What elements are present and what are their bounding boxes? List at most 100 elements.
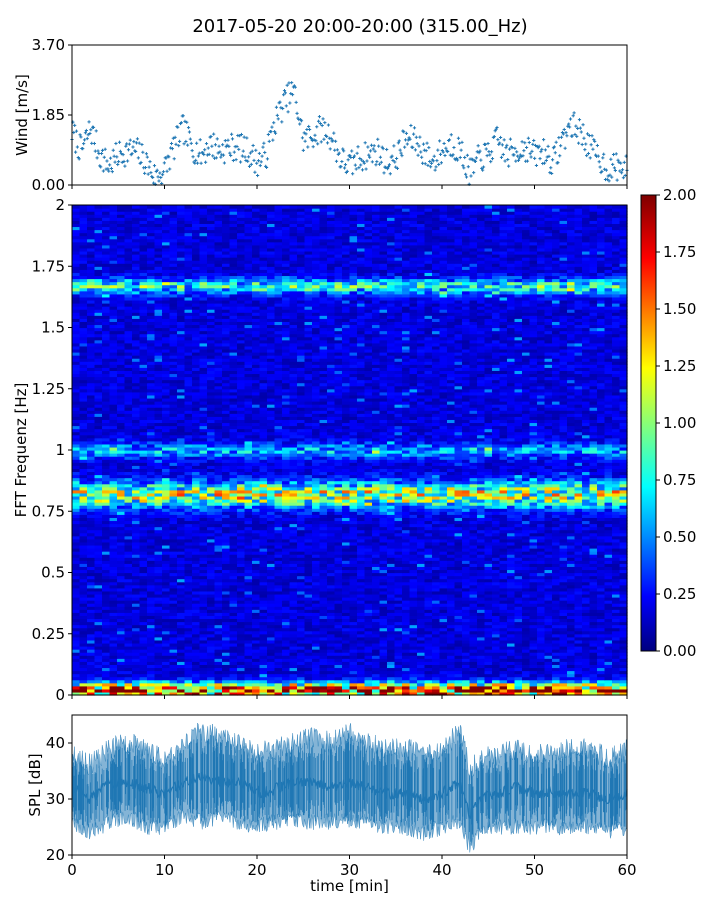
wind-point (501, 152, 505, 157)
spectrogram-cell (252, 664, 261, 669)
spectrogram-cell (507, 627, 516, 632)
spectrogram-cell (424, 655, 433, 659)
spectrogram-cell (132, 642, 141, 647)
spectrogram-cell (522, 676, 531, 681)
spectrogram-cell (582, 688, 591, 693)
wind-point (333, 148, 337, 152)
wind-point (595, 143, 600, 148)
spectrogram-cell (484, 624, 493, 629)
wind-point (428, 159, 432, 164)
spectrogram-cell (522, 688, 531, 693)
spectrogram-cell (342, 639, 351, 644)
spectrogram-cell (604, 673, 613, 678)
spectrogram-cell (447, 649, 456, 653)
spectrogram-cell (589, 691, 598, 696)
wind-point (469, 174, 473, 178)
spectrogram-cell (259, 670, 268, 675)
wind-point (431, 159, 435, 163)
spectrogram-cell (612, 658, 621, 662)
spectrogram-cell (132, 655, 141, 659)
spectrogram-cell (229, 652, 238, 656)
spectrogram-cell (162, 624, 171, 629)
wind-point (455, 158, 460, 162)
spectrogram-cell (244, 646, 253, 650)
wind-point (302, 131, 306, 135)
spectrogram-cell (252, 652, 261, 656)
spectrogram-cell (87, 627, 96, 632)
wind-point (537, 144, 541, 148)
spectrogram-cell (132, 688, 141, 693)
spectrogram-cell (244, 615, 253, 620)
spectrogram-cell (364, 673, 373, 678)
spectrogram-cell (394, 618, 403, 623)
wind-point (127, 142, 131, 146)
spectrogram-cell (522, 652, 531, 656)
spectrogram-cell (469, 624, 478, 629)
spectrogram-cell (199, 676, 208, 681)
spectrogram-cell (567, 636, 576, 641)
spectrogram-cell (267, 627, 276, 632)
y-tick-label: 0.00 (32, 176, 65, 194)
spectrogram-cell (402, 633, 411, 638)
spectrogram-cell (379, 691, 388, 696)
spectrogram-cell (432, 655, 441, 659)
spectrogram-cell (154, 676, 163, 681)
wind-point (316, 119, 321, 123)
spectrogram-cell (537, 667, 546, 672)
spectrogram-cell (447, 655, 456, 659)
wind-point (480, 166, 484, 170)
spectrogram-cell (484, 652, 493, 656)
spectrogram-cell (342, 646, 351, 650)
spectrogram-cell (72, 615, 81, 620)
spectrogram-cell (259, 627, 268, 632)
spectrogram-cell (394, 621, 403, 626)
spectrogram-cell (267, 655, 276, 659)
wind-point (109, 166, 114, 171)
spectrogram-cell (297, 679, 306, 684)
spectrogram-cell (132, 624, 141, 629)
spectrogram-cell (402, 688, 411, 693)
spectrogram-cell (327, 682, 336, 687)
spectrogram-cell (237, 685, 246, 690)
spectrogram-cell (237, 646, 246, 650)
wind-point (252, 158, 256, 163)
spectrogram-cell (274, 618, 283, 623)
wind-point (174, 142, 178, 146)
spectrogram-cell (72, 682, 81, 687)
spectrogram-cell (342, 624, 351, 629)
wind-point (298, 122, 302, 126)
spectrogram-cell (492, 655, 501, 659)
spectrogram-cell (94, 688, 103, 693)
spectrogram-cell (589, 642, 598, 647)
spectrogram-cell (514, 679, 523, 684)
wind-point (423, 162, 427, 166)
spectrogram-cell (387, 633, 396, 638)
spectrogram-cell (72, 646, 81, 650)
wind-point (213, 143, 218, 147)
wind-point (567, 122, 571, 126)
wind-point (319, 140, 323, 144)
spectrogram-cell (522, 667, 531, 672)
spectrogram-cell (214, 658, 223, 662)
spectrogram-cell (79, 615, 88, 620)
spectrogram-cell (387, 639, 396, 644)
spectrogram-cell (222, 661, 231, 665)
spectrogram-cell (117, 661, 126, 665)
wind-point (519, 154, 523, 159)
spectrogram-cell (147, 639, 156, 644)
spectrogram-cell (229, 679, 238, 684)
wind-point (358, 156, 362, 161)
spectrogram-cell (334, 633, 343, 638)
spectrogram-cell (462, 633, 471, 638)
spectrogram-cell (597, 646, 606, 650)
spectrogram-cell (94, 655, 103, 659)
spectrogram-cell (267, 630, 276, 635)
spectrogram-cell (327, 679, 336, 684)
spectrogram-cell (424, 679, 433, 684)
spectrogram-cell (334, 615, 343, 620)
spectrogram-cell (574, 621, 583, 626)
wind-point (272, 121, 276, 125)
spectrogram-cell (567, 682, 576, 687)
wind-point (170, 147, 175, 151)
spectrogram-cell (94, 673, 103, 678)
